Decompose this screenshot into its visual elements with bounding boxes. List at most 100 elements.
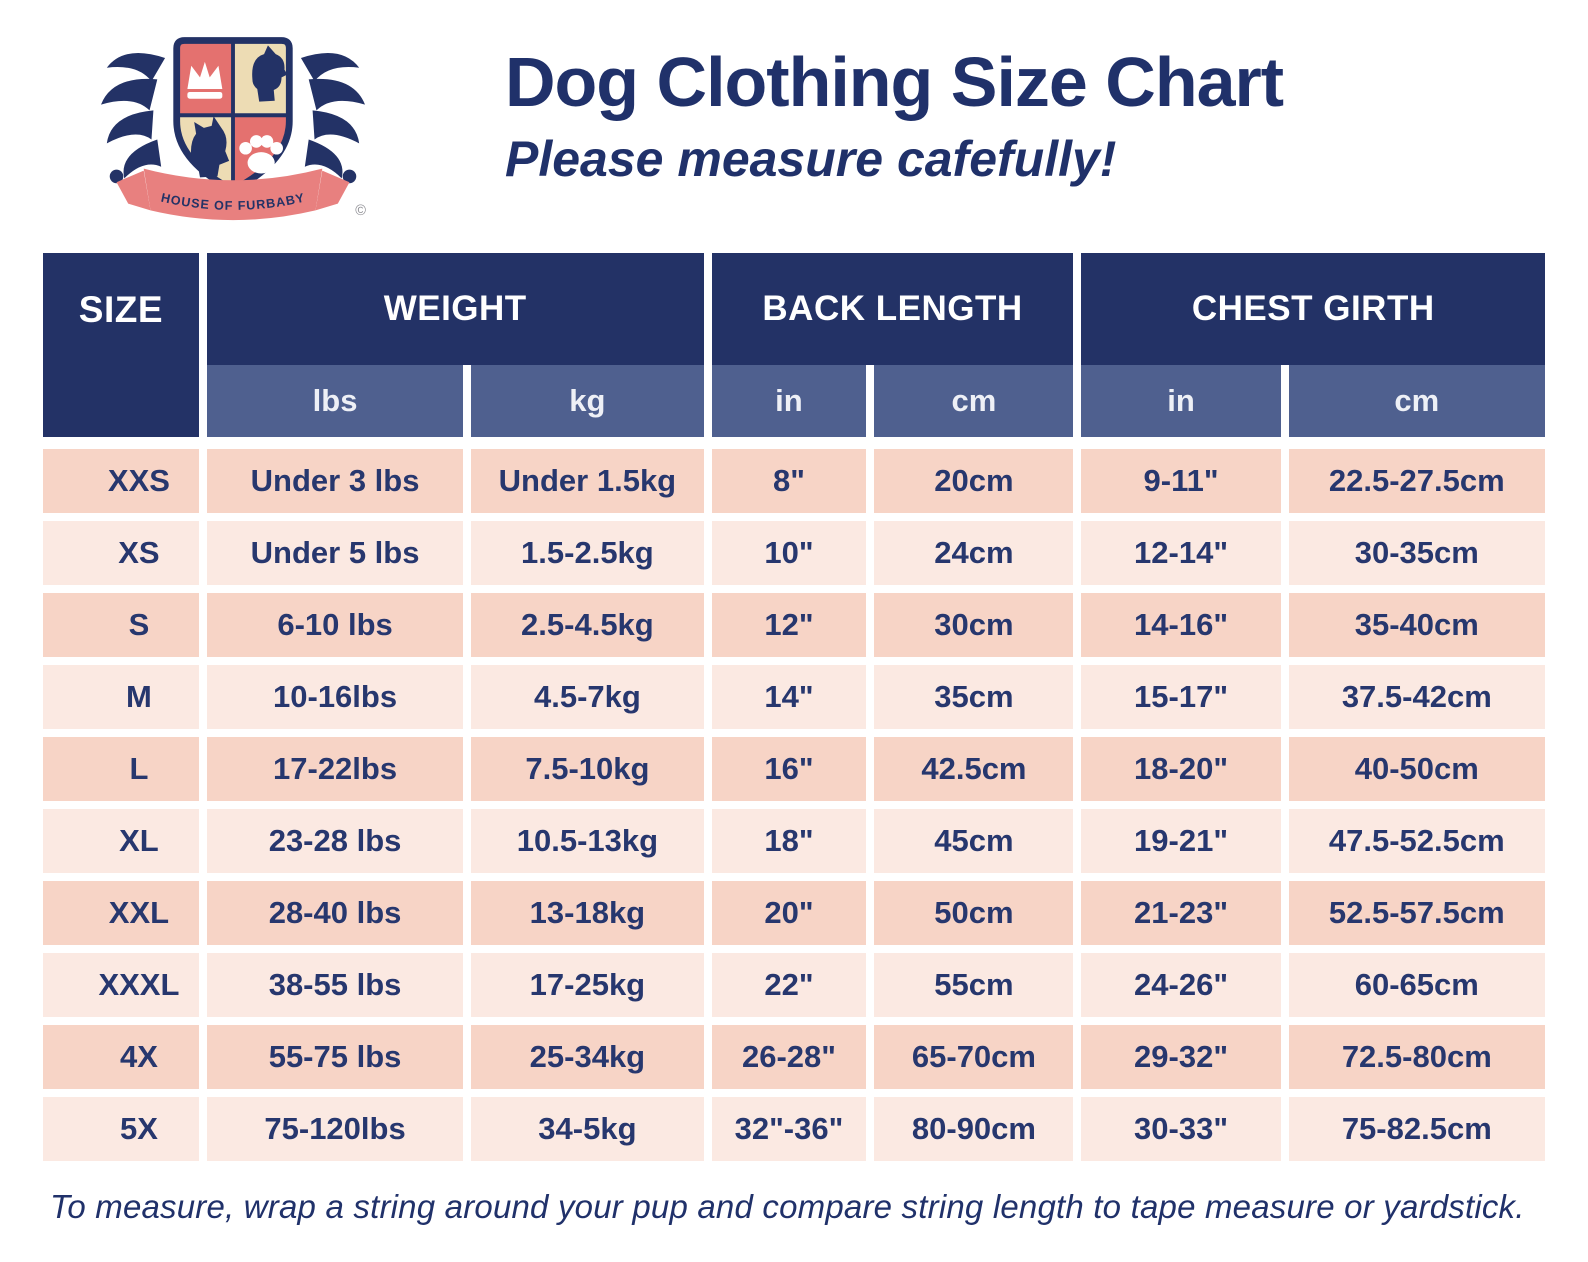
page-title: Dog Clothing Size Chart: [505, 43, 1284, 121]
flourish-left: [101, 52, 166, 184]
table-row: 5X 75-120lbs 34-5kg 32"-36" 80-90cm 30-3…: [43, 1097, 1545, 1161]
chest-girth-cm-value: 72.5-80cm: [1288, 1025, 1545, 1089]
chest-girth-in-value: 29-32": [1081, 1025, 1281, 1089]
back-length-in-value: 26-28": [711, 1025, 867, 1089]
chest-girth-in-value: 19-21": [1081, 809, 1281, 873]
page-subtitle: Please measure cafefully!: [505, 130, 1117, 187]
size-value: XL: [43, 809, 199, 873]
weight-lbs-value: 10-16lbs: [206, 665, 464, 729]
table-header: SIZE WEIGHT BACK LENGTH CHEST GIRTH lbs …: [43, 253, 1545, 437]
back-length-cm-value: 30cm: [874, 593, 1074, 657]
chest-girth-cm-value: 37.5-42cm: [1288, 665, 1545, 729]
chest-girth-in-value: 18-20": [1081, 737, 1281, 801]
back-length-cm-value: 80-90cm: [874, 1097, 1074, 1161]
chest-girth-cm-value: 75-82.5cm: [1288, 1097, 1545, 1161]
back-length-cm-value: 35cm: [874, 665, 1074, 729]
weight-kg-value: Under 1.5kg: [471, 449, 704, 513]
chest-girth-in-value: 15-17": [1081, 665, 1281, 729]
size-chart-table: SIZE WEIGHT BACK LENGTH CHEST GIRTH lbs …: [43, 253, 1545, 1161]
back-length-in-value: 20": [711, 881, 867, 945]
chest-girth-cm-value: 47.5-52.5cm: [1288, 809, 1545, 873]
subheader-chest-girth-cm: cm: [1288, 365, 1545, 437]
table-row: XXL 28-40 lbs 13-18kg 20" 50cm 21-23" 52…: [43, 881, 1545, 945]
size-value: 4X: [43, 1025, 199, 1089]
chest-girth-cm-value: 22.5-27.5cm: [1288, 449, 1545, 513]
weight-kg-value: 25-34kg: [471, 1025, 704, 1089]
chest-girth-in-value: 9-11": [1081, 449, 1281, 513]
weight-kg-value: 1.5-2.5kg: [471, 521, 704, 585]
size-value: S: [43, 593, 199, 657]
subheader-back-length-cm: cm: [874, 365, 1074, 437]
footer-note: To measure, wrap a string around your pu…: [50, 1188, 1525, 1225]
crown-icon: [187, 61, 223, 99]
chest-girth-cm-value: 30-35cm: [1288, 521, 1545, 585]
chest-girth-cm-value: 40-50cm: [1288, 737, 1545, 801]
weight-kg-value: 10.5-13kg: [471, 809, 704, 873]
chest-girth-in-value: 14-16": [1081, 593, 1281, 657]
back-length-in-value: 12": [711, 593, 867, 657]
logo-banner: HOUSE OF FURBABY: [116, 168, 350, 221]
weight-lbs-value: 28-40 lbs: [206, 881, 464, 945]
weight-lbs-value: 55-75 lbs: [206, 1025, 464, 1089]
weight-kg-value: 17-25kg: [471, 953, 704, 1017]
weight-kg-value: 2.5-4.5kg: [471, 593, 704, 657]
size-value: XS: [43, 521, 199, 585]
weight-kg-value: 13-18kg: [471, 881, 704, 945]
chest-girth-cm-value: 35-40cm: [1288, 593, 1545, 657]
weight-kg-value: 7.5-10kg: [471, 737, 704, 801]
column-header-chest-girth: CHEST GIRTH: [1081, 253, 1545, 365]
back-length-in-value: 8": [711, 449, 867, 513]
chest-girth-cm-value: 52.5-57.5cm: [1288, 881, 1545, 945]
chest-girth-in-value: 21-23": [1081, 881, 1281, 945]
table-row: 4X 55-75 lbs 25-34kg 26-28" 65-70cm 29-3…: [43, 1025, 1545, 1089]
back-length-in-value: 14": [711, 665, 867, 729]
weight-lbs-value: Under 5 lbs: [206, 521, 464, 585]
size-value: M: [43, 665, 199, 729]
weight-lbs-value: 38-55 lbs: [206, 953, 464, 1017]
table-row: M 10-16lbs 4.5-7kg 14" 35cm 15-17" 37.5-…: [43, 665, 1545, 729]
dog-icon: [252, 45, 288, 102]
table-row: XXS Under 3 lbs Under 1.5kg 8" 20cm 9-11…: [43, 449, 1545, 513]
cat-icon: [190, 116, 230, 178]
title-block: Dog Clothing Size Chart Please measure c…: [505, 43, 1284, 188]
back-length-in-value: 22": [711, 953, 867, 1017]
back-length-in-value: 16": [711, 737, 867, 801]
back-length-in-value: 32"-36": [711, 1097, 867, 1161]
weight-kg-value: 4.5-7kg: [471, 665, 704, 729]
back-length-cm-value: 50cm: [874, 881, 1074, 945]
table-body: XXS Under 3 lbs Under 1.5kg 8" 20cm 9-11…: [43, 449, 1545, 1161]
back-length-cm-value: 45cm: [874, 809, 1074, 873]
weight-lbs-value: 23-28 lbs: [206, 809, 464, 873]
flourish-right: [300, 52, 365, 184]
subheader-back-length-in: in: [711, 365, 867, 437]
chest-girth-in-value: 12-14": [1081, 521, 1281, 585]
weight-lbs-value: Under 3 lbs: [206, 449, 464, 513]
subheader-chest-girth-in: in: [1081, 365, 1281, 437]
back-length-cm-value: 65-70cm: [874, 1025, 1074, 1089]
paw-icon: [239, 135, 283, 174]
brand-logo: HOUSE OF FURBABY ©: [101, 37, 366, 221]
weight-kg-value: 34-5kg: [471, 1097, 704, 1161]
back-length-in-value: 10": [711, 521, 867, 585]
chest-girth-in-value: 24-26": [1081, 953, 1281, 1017]
back-length-in-value: 18": [711, 809, 867, 873]
back-length-cm-value: 24cm: [874, 521, 1074, 585]
column-header-size: SIZE: [43, 253, 199, 437]
size-value: L: [43, 737, 199, 801]
table-row: L 17-22lbs 7.5-10kg 16" 42.5cm 18-20" 40…: [43, 737, 1545, 801]
weight-lbs-value: 75-120lbs: [206, 1097, 464, 1161]
copyright-mark: ©: [355, 203, 366, 219]
weight-lbs-value: 17-22lbs: [206, 737, 464, 801]
subheader-weight-kg: kg: [471, 365, 704, 437]
back-length-cm-value: 20cm: [874, 449, 1074, 513]
chest-girth-in-value: 30-33": [1081, 1097, 1281, 1161]
column-header-back-length: BACK LENGTH: [711, 253, 1074, 365]
table-row: XXXL 38-55 lbs 17-25kg 22" 55cm 24-26" 6…: [43, 953, 1545, 1017]
size-value: XXS: [43, 449, 199, 513]
chest-girth-cm-value: 60-65cm: [1288, 953, 1545, 1017]
size-value: 5X: [43, 1097, 199, 1161]
size-value: XXL: [43, 881, 199, 945]
table-row: XL 23-28 lbs 10.5-13kg 18" 45cm 19-21" 4…: [43, 809, 1545, 873]
back-length-cm-value: 55cm: [874, 953, 1074, 1017]
